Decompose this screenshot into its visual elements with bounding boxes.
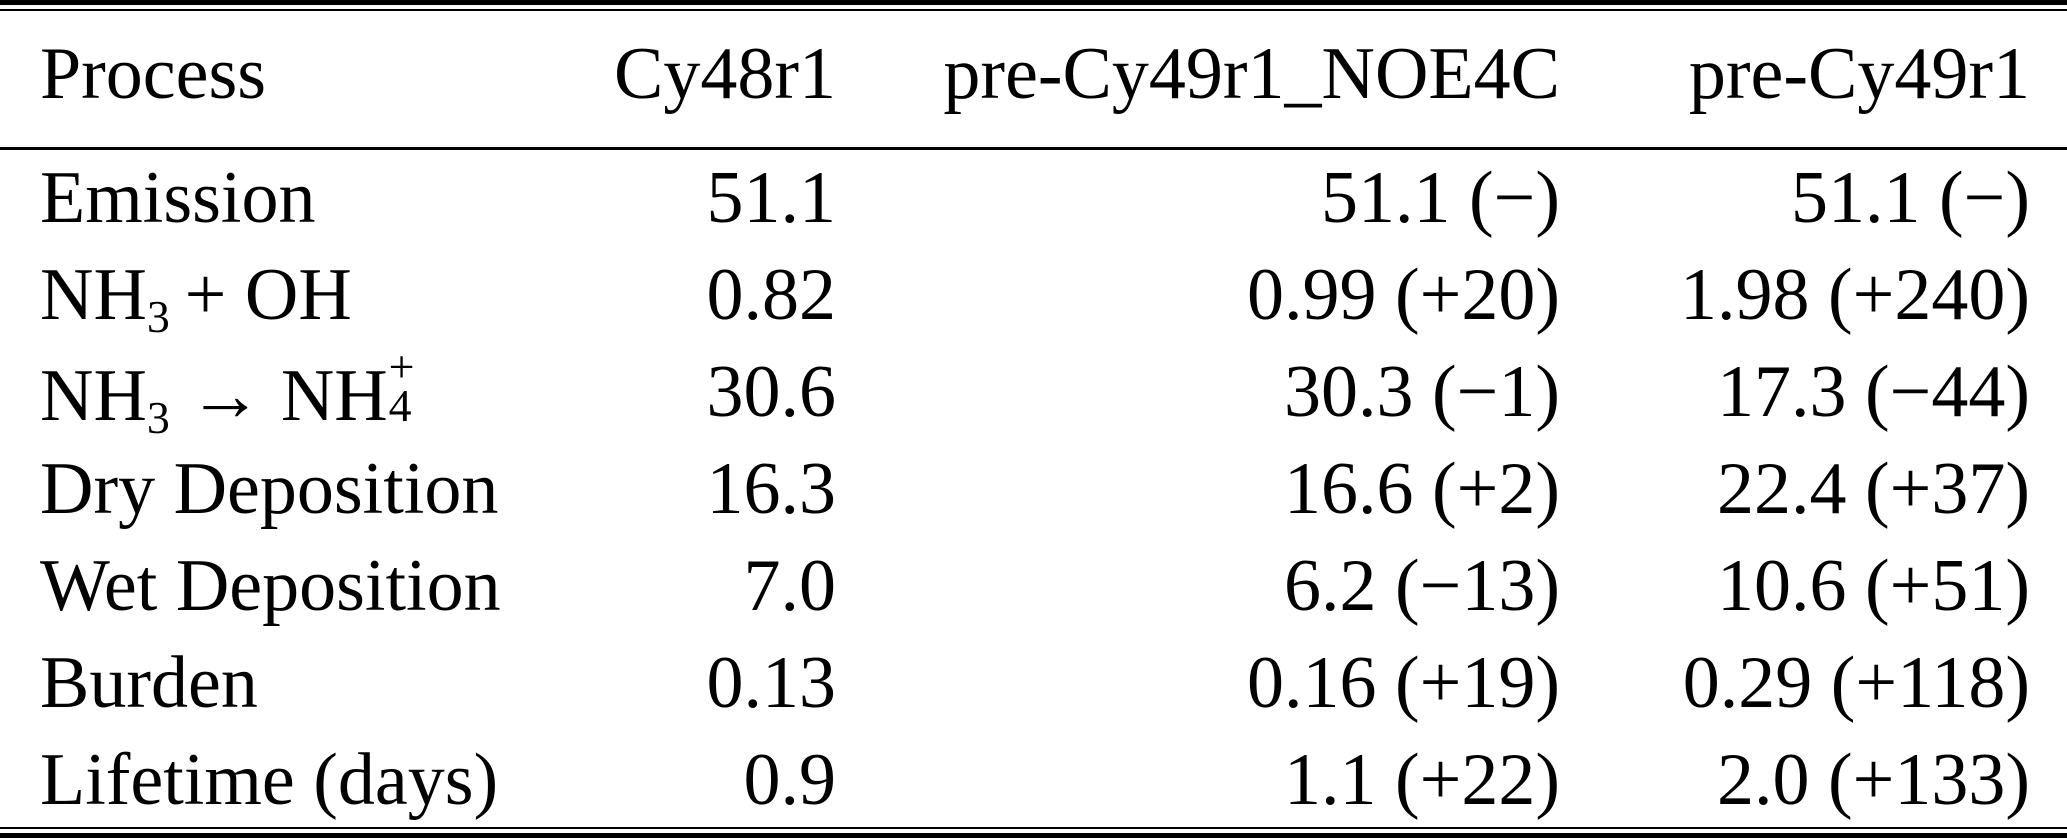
bottom-rules <box>0 827 2067 838</box>
process-cell: Dry Deposition <box>40 448 499 530</box>
value-cell: 0.82 <box>706 254 837 336</box>
bottom-rule-thin <box>0 827 2067 829</box>
table-row: Dry Deposition 16.3 16.6 (+2) 22.4 (+37) <box>0 441 2067 538</box>
nh3-budget-table: Process Cy48r1 pre-Cy49r1_NOE4C pre-Cy49r1 … <box>0 11 2067 829</box>
value-cell: 30.6 <box>706 351 837 433</box>
value-cell: 1.1 (+22) <box>1283 739 1560 821</box>
value-cell: 30.3 (−1) <box>1283 351 1560 433</box>
process-cell: Emission <box>40 157 316 239</box>
table-row: NH3 + OH 0.82 0.99 (+20) 1.98 (+240) <box>0 247 2067 344</box>
table-header: Process Cy48r1 pre-Cy49r1_NOE4C pre-Cy49r1 <box>0 11 2067 150</box>
table-row: Burden 0.13 0.16 (+19) 0.29 (+118) <box>0 635 2067 732</box>
value-cell: 51.1 (−) <box>1790 157 2030 239</box>
value-cell: 0.16 (+19) <box>1246 642 1560 724</box>
value-cell: 16.6 (+2) <box>1283 448 1560 530</box>
value-cell: 10.6 (+51) <box>1716 545 2030 627</box>
bottom-rule-thick <box>0 833 2067 838</box>
value-cell: 1.98 (+240) <box>1679 254 2030 336</box>
value-cell: 7.0 <box>743 545 837 627</box>
process-cell: Burden <box>40 642 258 724</box>
table-row: Emission 51.1 51.1 (−) 51.1 (−) <box>0 149 2067 248</box>
process-cell: NH3 + OH <box>40 254 352 342</box>
top-rule-thin <box>0 9 2067 11</box>
table-row: Wet Deposition 7.0 6.2 (−13) 10.6 (+51) <box>0 538 2067 635</box>
value-cell: 0.99 (+20) <box>1246 254 1560 336</box>
column-header-process: Process <box>0 11 600 150</box>
process-cell: NH3 → NH +4 <box>0 340 600 441</box>
table-body: Emission 51.1 51.1 (−) 51.1 (−) NH3 + OH 0.82… <box>0 149 2067 830</box>
value-cell: 51.1 <box>706 157 837 239</box>
process-cell: Lifetime (days) <box>40 739 499 821</box>
value-cell: 51.1 (−) <box>1320 157 1560 239</box>
process-cell: Wet Deposition <box>40 545 501 627</box>
value-cell: 0.13 <box>706 642 837 724</box>
value-cell: 0.29 (+118) <box>1682 642 2030 724</box>
column-header-cy48r1: Cy48r1 <box>600 11 836 150</box>
header-row: Process Cy48r1 pre-Cy49r1_NOE4C pre-Cy49r1 <box>0 11 2067 150</box>
stacked-subsup: +4 <box>388 340 415 431</box>
top-rule-thick <box>0 0 2067 5</box>
value-cell: 17.3 (−44) <box>1716 351 2030 433</box>
table-row: NH3 → NH +4 30.6 30.3 (−1) 17.3 (−44) <box>0 340 2067 441</box>
table-row: Lifetime (days) 0.9 1.1 (+22) 2.0 (+133) <box>0 732 2067 829</box>
value-cell: 2.0 (+133) <box>1716 739 2030 821</box>
value-cell: 22.4 (+37) <box>1716 448 2030 530</box>
column-header-pre: pre-Cy49r1 <box>1560 11 2067 150</box>
value-cell: 16.3 <box>706 448 837 530</box>
value-cell: 0.9 <box>743 739 837 821</box>
value-cell: 6.2 (−13) <box>1283 545 1560 627</box>
column-header-noe4c: pre-Cy49r1_NOE4C <box>836 11 1560 150</box>
